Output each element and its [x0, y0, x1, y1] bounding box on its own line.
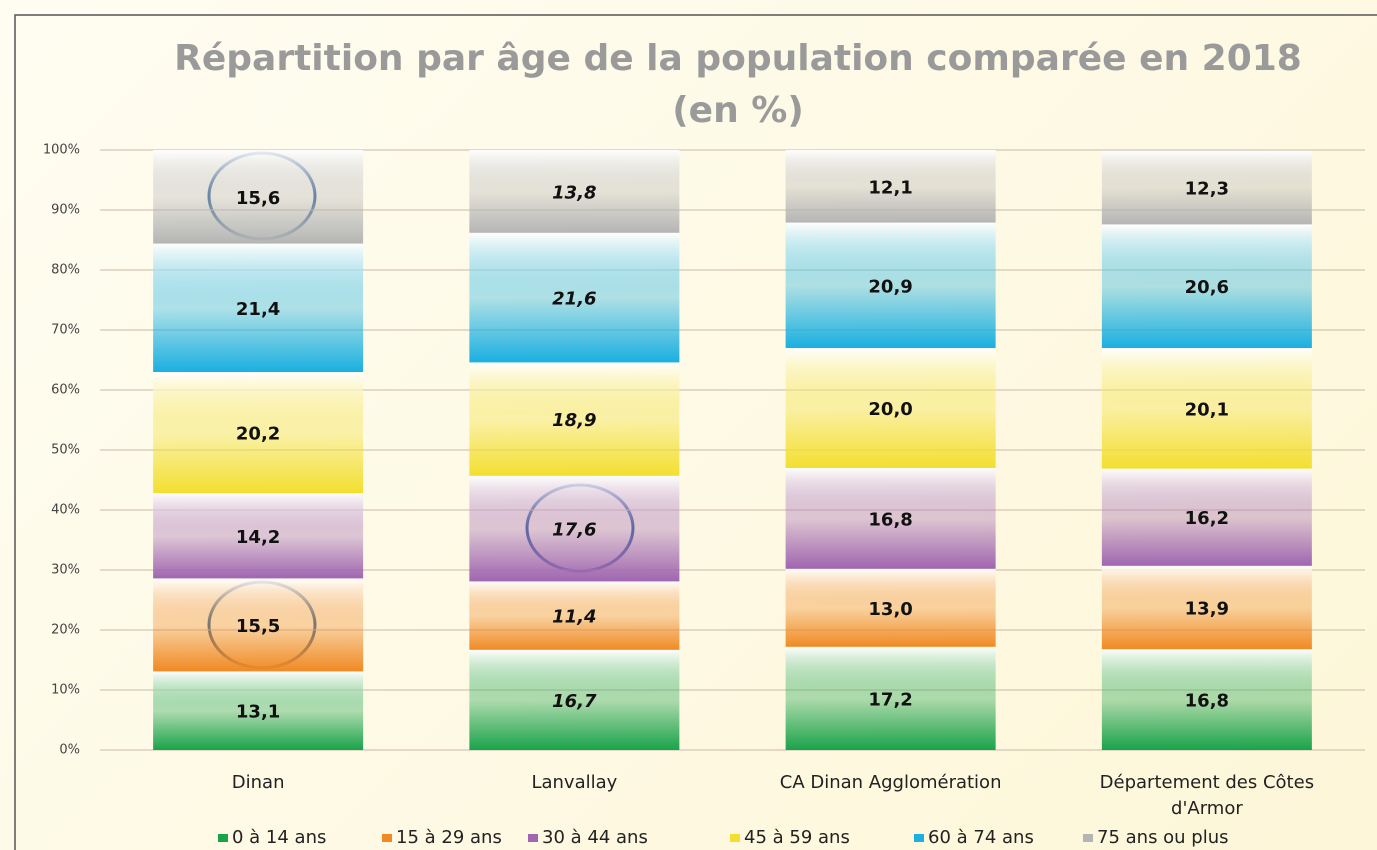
- legend-label: 75 ans ou plus: [1097, 827, 1229, 848]
- data-label: 12,3: [1185, 179, 1229, 200]
- chart-subtitle: (en %): [672, 90, 804, 131]
- data-label: 16,7: [552, 691, 597, 712]
- data-label: 16,8: [1185, 691, 1229, 712]
- bar-segment: [785, 348, 996, 468]
- bar-segment: [153, 243, 364, 372]
- bar-segment: [153, 493, 364, 579]
- bar-segment: [469, 649, 680, 750]
- data-label: 20,6: [1185, 277, 1229, 298]
- legend-label: 45 à 59 ans: [744, 827, 850, 848]
- legend-label: 30 à 44 ans: [542, 827, 648, 848]
- legend-label: 15 à 29 ans: [396, 827, 502, 848]
- bar-segment: [469, 232, 680, 363]
- bar-segment: [1101, 224, 1312, 348]
- bar-segment: [1101, 565, 1312, 650]
- data-label: 14,2: [236, 527, 280, 548]
- data-label: 16,2: [1185, 508, 1229, 529]
- bar-segment: [153, 150, 364, 244]
- y-tick-label: 90%: [51, 203, 80, 218]
- data-label: 12,1: [868, 177, 912, 198]
- frame: [14, 14, 1377, 850]
- data-label: 13,1: [236, 702, 280, 723]
- bar-segment: [469, 581, 680, 650]
- bar-segment: [1101, 150, 1312, 225]
- y-tick-label: 30%: [51, 563, 80, 578]
- data-label: 13,8: [552, 182, 596, 203]
- data-label: 21,4: [236, 299, 280, 320]
- legend-swatch: [528, 834, 538, 842]
- y-tick-label: 70%: [51, 323, 80, 338]
- data-label: 17,2: [868, 689, 912, 710]
- bar-segment: [1101, 348, 1312, 469]
- data-label: 13,0: [868, 599, 912, 620]
- x-tick-label: Lanvallay: [531, 772, 618, 793]
- data-label: 21,6: [552, 289, 596, 310]
- y-tick-label: 0%: [59, 743, 80, 758]
- bar-segment: [153, 372, 364, 494]
- bar-segment: [785, 150, 996, 223]
- bar-segment: [469, 475, 680, 582]
- legend-swatch: [914, 834, 924, 842]
- y-tick-label: 20%: [51, 623, 80, 638]
- bar-segment: [785, 468, 996, 569]
- bar-segment: [785, 568, 996, 647]
- chart-title: Répartition par âge de la population com…: [174, 38, 1302, 79]
- y-tick-label: 10%: [51, 683, 80, 698]
- bar-segment: [785, 646, 996, 750]
- bar-segment: [469, 150, 680, 233]
- bar-segment: [153, 671, 364, 750]
- data-label: 16,8: [868, 509, 912, 530]
- legend-label: 0 à 14 ans: [232, 827, 326, 848]
- data-label: 11,4: [552, 607, 596, 628]
- data-label: 20,0: [868, 399, 912, 420]
- y-tick-label: 100%: [43, 143, 80, 158]
- data-label: 15,5: [236, 616, 280, 637]
- x-tick-label: Département des Côtes d'Armor: [1099, 772, 1315, 819]
- bar-segment: [785, 222, 996, 348]
- bar-segment: [469, 362, 680, 476]
- legend-swatch: [218, 834, 228, 842]
- data-label: 20,1: [1185, 399, 1229, 420]
- data-label: 18,9: [552, 410, 596, 431]
- legend-swatch: [382, 834, 392, 842]
- bar-segment: [153, 578, 364, 672]
- legend-swatch: [730, 834, 740, 842]
- y-tick-label: 40%: [51, 503, 80, 518]
- bar-segment: [1101, 649, 1312, 750]
- data-label: 20,9: [868, 276, 912, 297]
- data-label: 20,2: [236, 424, 280, 445]
- data-label: 17,6: [552, 520, 596, 541]
- x-tick-label: CA Dinan Agglomération: [779, 772, 1002, 793]
- y-tick-label: 80%: [51, 263, 80, 278]
- legend-swatch: [1083, 834, 1093, 842]
- data-label: 15,6: [236, 188, 280, 209]
- x-tick-label: Dinan: [231, 772, 285, 793]
- y-tick-label: 60%: [51, 383, 80, 398]
- legend-label: 60 à 74 ans: [928, 827, 1034, 848]
- bar-segment: [1101, 468, 1312, 566]
- y-tick-label: 50%: [51, 443, 80, 458]
- data-label: 13,9: [1185, 599, 1229, 620]
